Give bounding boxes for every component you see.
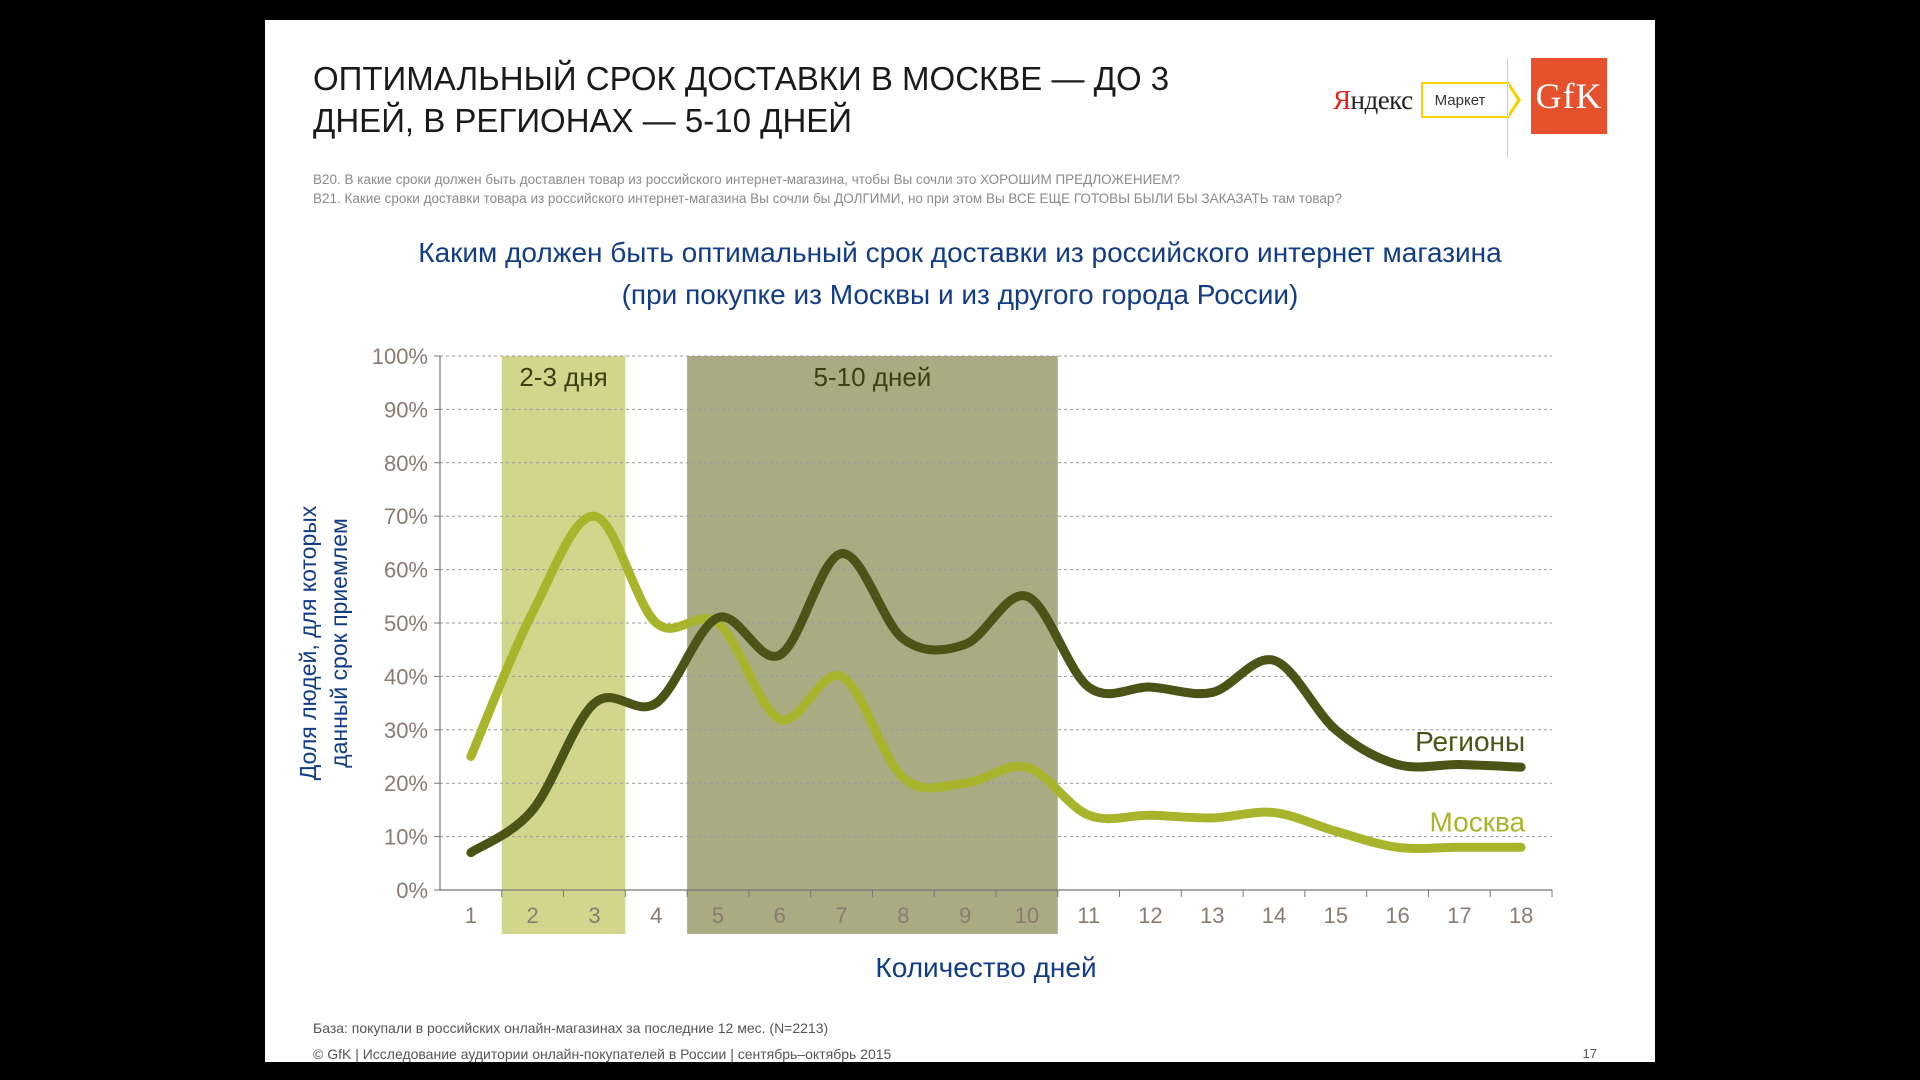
market-badge: Маркет	[1420, 82, 1522, 118]
question-b21: B21. Какие сроки доставки товара из росс…	[313, 191, 1342, 206]
x-tick-label: 11	[1077, 903, 1100, 928]
question-b20: B20. В какие сроки должен быть доставлен…	[313, 172, 1181, 187]
x-tick-label: 8	[897, 903, 909, 928]
x-tick-label: 6	[774, 903, 786, 928]
x-tick-label: 1	[465, 903, 477, 928]
y-axis-title-line-1: Доля людей, для которых	[295, 505, 321, 780]
x-tick-label: 5	[712, 903, 724, 928]
gfk-logo: GfK	[1531, 58, 1607, 134]
x-tick-label: 9	[959, 903, 971, 928]
y-tick-label: 80%	[384, 451, 428, 476]
y-tick-label: 100%	[372, 344, 428, 369]
x-tick-label: 17	[1447, 903, 1471, 928]
series-line-regions	[466, 549, 1526, 858]
y-axis-title-line-2: данный срок приемлем	[326, 518, 352, 768]
x-tick-label: 10	[1015, 903, 1039, 928]
footer: © GfK | Исследование аудитории онлайн-по…	[313, 1046, 892, 1062]
x-tick-label: 16	[1385, 903, 1409, 928]
x-tick-label: 12	[1138, 903, 1162, 928]
page-title: ОПТИМАЛЬНЫЙ СРОК ДОСТАВКИ В МОСКВЕ — ДО …	[313, 60, 1170, 139]
yandex-market-logo: Яндекс Маркет	[1333, 82, 1522, 118]
logo-divider	[1507, 58, 1508, 158]
highlight-band-label: 5-10 дней	[814, 362, 932, 392]
y-tick-label: 20%	[384, 771, 428, 796]
series-line-moscow	[466, 511, 1526, 853]
delivery-time-chart: 2-3 дня 5-10 дней 0% 10% 20% 30% 40% 50% 60% 70% 8…	[295, 344, 1553, 983]
y-tick-label: 0%	[396, 878, 428, 903]
highlight-band-label: 2-3 дня	[519, 362, 607, 392]
x-tick-label: 4	[650, 903, 662, 928]
x-tick-label: 3	[588, 903, 600, 928]
y-tick-label: 30%	[384, 718, 428, 743]
slide: ОПТИМАЛЬНЫЙ СРОК ДОСТАВКИ В МОСКВЕ — ДО …	[265, 20, 1655, 1062]
yandex-logo-text: Яндекс	[1333, 84, 1413, 115]
series-label-regions: Регионы	[1415, 726, 1525, 757]
y-tick-label: 90%	[384, 397, 428, 422]
y-tick-label: 70%	[384, 504, 428, 529]
series-label-moscow: Москва	[1430, 806, 1526, 837]
x-tick-label: 18	[1509, 903, 1533, 928]
x-tick-label: 7	[835, 903, 847, 928]
x-tick-label: 15	[1324, 903, 1348, 928]
chart-title: Каким должен быть оптимальный срок доста…	[265, 232, 1655, 316]
base-note: База: покупали в российских онлайн-магаз…	[313, 1020, 829, 1036]
x-tick-label: 2	[527, 903, 539, 928]
page-number: 17	[1582, 1046, 1597, 1061]
chart-title-line-1: Каким должен быть оптимальный срок доста…	[418, 237, 1502, 268]
y-tick-label: 40%	[384, 664, 428, 689]
x-axis-title: Количество дней	[875, 952, 1096, 983]
highlight-band	[501, 356, 626, 934]
chart-title-line-2: (при покупке из Москвы и из другого горо…	[621, 279, 1299, 310]
y-tick-label: 50%	[384, 611, 428, 636]
y-tick-label: 60%	[384, 558, 428, 583]
y-tick-label: 10%	[384, 825, 428, 850]
x-tick-label: 13	[1200, 903, 1224, 928]
highlight-band	[687, 356, 1058, 934]
x-tick-label: 14	[1262, 903, 1286, 928]
